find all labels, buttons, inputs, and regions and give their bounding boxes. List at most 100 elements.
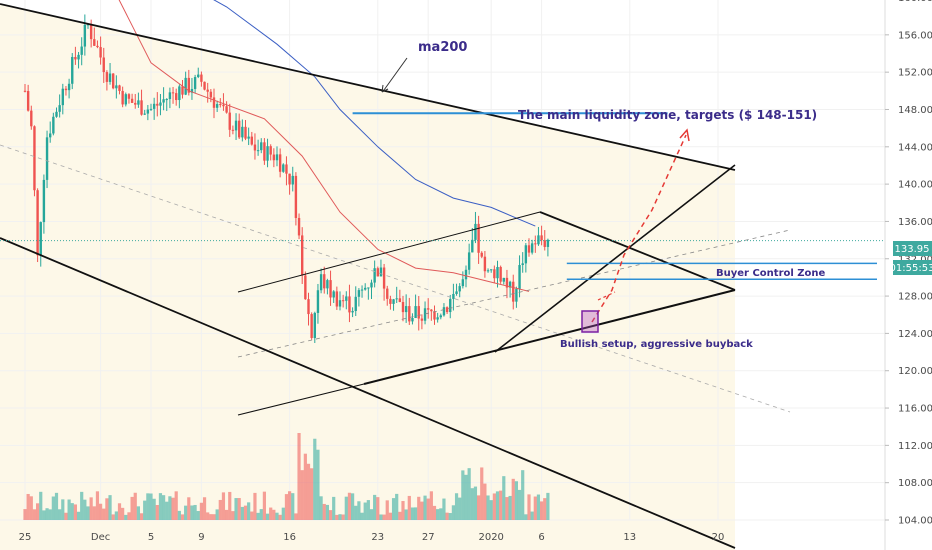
candle-body-147: [486, 270, 490, 272]
candle-body-59: [209, 91, 213, 98]
volume-bar-39: [146, 493, 150, 520]
volume-bar-133: [442, 498, 446, 520]
candle-body-164: [540, 235, 543, 241]
liquidity-zone-label: The main liquidity zone, targets ($ 148-…: [518, 108, 817, 122]
volume-bar-17: [76, 511, 81, 520]
candle-body-90: [307, 299, 310, 315]
volume-bar-63: [221, 492, 226, 520]
candle-body-68: [238, 120, 241, 138]
volume-bar-48: [174, 491, 178, 520]
candle-body-24: [99, 47, 102, 58]
support-extension-line: [237, 383, 365, 416]
volume-bar-148: [489, 500, 493, 520]
candle-body-4: [36, 190, 39, 256]
candle-body-57: [203, 81, 206, 90]
volume-bar-11: [58, 509, 62, 520]
candle-body-165: [543, 240, 546, 247]
volume-bar-107: [360, 512, 364, 520]
volume-bar-146: [483, 483, 487, 520]
volume-bar-5: [39, 491, 43, 520]
volume-bar-76: [262, 491, 266, 520]
volume-bar-69: [240, 506, 244, 520]
volume-bar-43: [158, 493, 163, 520]
volume-bar-94: [319, 496, 323, 520]
price-tick-7: 132.00: [898, 254, 932, 265]
channel-shading: [0, 4, 735, 550]
candle-body-112: [376, 268, 379, 277]
candle-body-52: [187, 77, 190, 93]
volume-bar-119: [398, 511, 402, 520]
candle-body-132: [439, 315, 442, 318]
volume-bar-79: [272, 509, 276, 520]
candle-body-136: [452, 293, 455, 299]
candle-body-149: [493, 269, 496, 279]
candle-body-131: [436, 317, 439, 320]
volume-bar-155: [511, 478, 515, 520]
candle-body-103: [348, 296, 351, 313]
candle-body-40: [149, 108, 153, 110]
time-tick-3: 9: [198, 532, 204, 543]
volume-bar-90: [306, 463, 311, 520]
volume-bar-2: [29, 496, 33, 520]
time-axis: 25 Dec 5 9 16 23 27 2020 6 13 20: [19, 532, 725, 543]
volume-bar-1: [26, 493, 30, 520]
candle-body-159: [524, 245, 528, 264]
candle-body-22: [93, 39, 96, 46]
candles: [23, 14, 550, 343]
candle-body-51: [184, 77, 187, 95]
volume-bar-88: [300, 470, 304, 520]
candle-body-70: [244, 126, 247, 139]
candle-body-39: [146, 109, 150, 114]
volume-bar-30: [117, 503, 122, 520]
volume-bar-127: [423, 495, 427, 520]
candle-body-74: [256, 150, 260, 152]
volume-bar-32: [124, 514, 128, 520]
buyer-control-zone-label: Buyer Control Zone: [716, 268, 826, 279]
volume-bar-46: [168, 496, 172, 520]
price-tick-0: 104.00: [898, 516, 932, 527]
volume-bar-78: [269, 507, 273, 520]
volume-bar-112: [376, 497, 380, 520]
candle-body-85: [291, 175, 294, 185]
volume-bar-113: [379, 514, 383, 520]
candle-body-13: [64, 88, 68, 91]
candle-body-96: [326, 280, 329, 289]
volume-bar-162: [533, 496, 537, 520]
candle-body-62: [219, 104, 222, 106]
volume-bar-117: [391, 498, 396, 520]
candle-body-106: [357, 290, 361, 297]
candle-body-100: [338, 300, 342, 307]
candle-body-1: [26, 91, 30, 111]
volume-bar-56: [199, 502, 203, 520]
volume-bar-150: [495, 491, 500, 520]
candle-body-31: [121, 90, 124, 105]
volume-bar-111: [373, 494, 377, 520]
candle-body-139: [461, 279, 465, 287]
volume-bar-104: [351, 493, 355, 520]
volume-bar-164: [540, 501, 544, 520]
candle-body-18: [80, 46, 83, 55]
volume-bar-140: [464, 474, 468, 520]
candle-body-157: [518, 265, 521, 289]
volume-bar-51: [184, 505, 188, 520]
candle-body-77: [266, 146, 269, 161]
volume-bar-97: [328, 510, 333, 520]
volume-bar-96: [325, 504, 329, 520]
volume-bar-10: [54, 492, 59, 520]
candle-body-97: [329, 280, 332, 298]
time-tick-9: 13: [623, 532, 636, 543]
candle-body-71: [247, 136, 250, 139]
candle-body-72: [250, 136, 253, 145]
volume-bar-49: [177, 510, 181, 520]
candle-body-82: [282, 164, 285, 172]
candle-body-46: [168, 92, 172, 100]
volume-bar-120: [401, 501, 405, 520]
volume-bar-3: [32, 509, 37, 520]
volume-bar-33: [127, 512, 131, 520]
candle-body-98: [332, 291, 335, 298]
volume-bar-38: [143, 500, 147, 520]
candle-body-80: [275, 154, 279, 161]
last-price-value: 133.95: [895, 244, 930, 255]
volume-bar-160: [527, 494, 531, 520]
